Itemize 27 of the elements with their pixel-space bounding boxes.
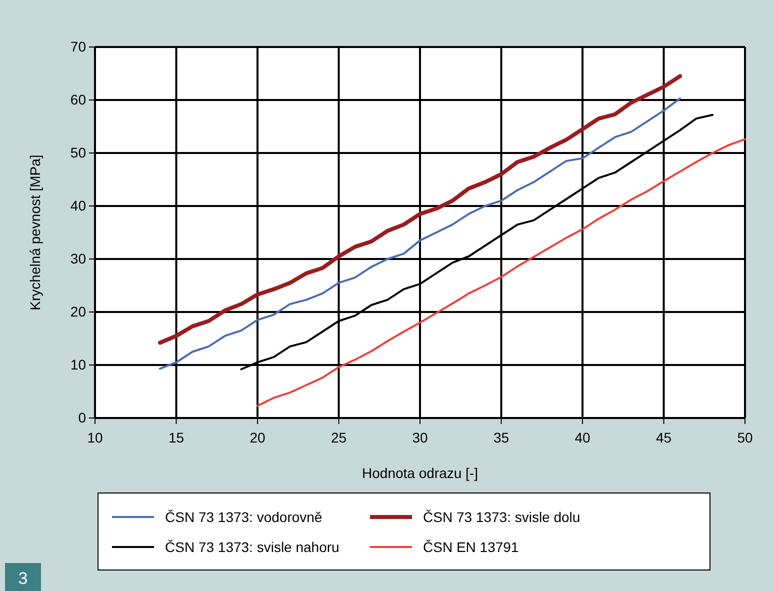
y-tick-label: 30	[70, 250, 86, 266]
text: 3	[18, 569, 28, 588]
legend-label: ČSN 73 1373: svisle nahoru	[165, 539, 340, 555]
line-series	[159, 97, 681, 370]
legend-label: ČSN 73 1373: vodorovně	[165, 509, 322, 525]
y-axis-title: Krychelná pevnost [MPa]	[27, 154, 43, 310]
x-tick-label: 20	[250, 429, 266, 446]
y-tick-label: 60	[70, 91, 86, 108]
x-tick-label: 45	[656, 429, 672, 446]
x-tick-label: 10	[87, 429, 103, 446]
x-axis-title: Hodnota odrazu [-]	[362, 465, 478, 481]
line-series	[158, 74, 682, 345]
y-tick-label: 40	[70, 197, 86, 214]
line-series	[256, 138, 746, 407]
y-tick-label: 10	[70, 356, 86, 372]
y-tick-label: 50	[70, 144, 86, 160]
x-tick-label: 25	[330, 429, 347, 446]
legend-label: ČSN EN 13791	[423, 539, 519, 555]
x-tick-label: 50	[737, 429, 753, 446]
y-tick-label: 70	[70, 38, 86, 54]
x-tick-label: 30	[412, 429, 428, 446]
y-tick-label: 0	[78, 409, 86, 426]
x-tick-label: 15	[168, 429, 184, 446]
x-tick-label: 40	[574, 429, 590, 446]
legend-label: ČSN 73 1373: svisle dolu	[423, 509, 580, 525]
y-tick-label: 20	[70, 303, 86, 320]
x-tick-label: 35	[493, 429, 510, 446]
